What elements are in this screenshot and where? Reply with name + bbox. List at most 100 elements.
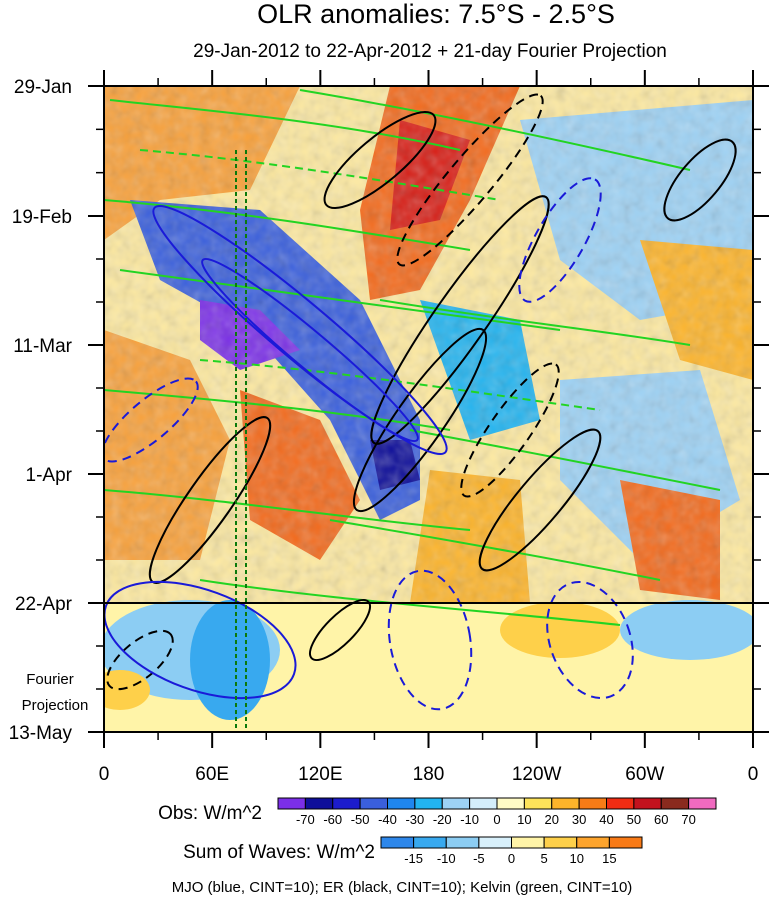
- mjo-contour: [546, 580, 634, 700]
- kelvin-contour: [379, 299, 691, 346]
- kelvin-contour: [329, 519, 661, 581]
- mjo-contours: [104, 177, 634, 711]
- colorbar-box: [608, 836, 643, 849]
- plot-area: [104, 86, 753, 732]
- er-contour: [460, 362, 560, 498]
- chart-subtitle: 29-Jan-2012 to 22-Apr-2012 + 21-day Four…: [193, 41, 667, 62]
- colorbar-box: [445, 836, 480, 849]
- colorbar-box: [359, 797, 388, 810]
- colorbar-level-label: 70: [681, 812, 695, 827]
- colorbar-box: [496, 797, 525, 810]
- colorbar-level-label: 5: [541, 851, 548, 866]
- colorbar-level-label: -15: [404, 851, 423, 866]
- colorbar-level-label: 20: [545, 812, 559, 827]
- colorbar-box: [543, 836, 578, 849]
- colorbar-box: [688, 797, 717, 810]
- mjo-contour: [201, 257, 419, 443]
- colorbar-box: [469, 797, 498, 810]
- colorbar-level-label: 50: [627, 812, 641, 827]
- colorbar-level-label: -5: [473, 851, 485, 866]
- waves-colorbar-boxes: -15 -10 -5 0 5 10 15: [380, 836, 643, 866]
- footnote: MJO (blue, CINT=10); ER (black, CINT=10)…: [172, 879, 633, 896]
- colorbar-level-label: 10: [570, 851, 584, 866]
- er-contour: [106, 629, 174, 691]
- kelvin-contour: [104, 489, 471, 531]
- colorbar-level-label: -30: [405, 812, 424, 827]
- colorbar-level-label: -70: [296, 812, 315, 827]
- mjo-contour: [152, 205, 448, 455]
- er-contour: [370, 195, 550, 445]
- colorbar-box: [551, 797, 580, 810]
- colorbar-level-label: 10: [517, 812, 531, 827]
- er-contour: [663, 138, 737, 222]
- projection-cool-patch: [620, 600, 753, 660]
- waves-colorbar: Sum of Waves: W/m^2 -15 -10 -5 0 5 10 15: [183, 836, 643, 866]
- y-tick-label: 29-Jan: [14, 77, 72, 98]
- colorbar-box: [304, 797, 334, 810]
- colorbar-box: [660, 797, 690, 810]
- er-contour: [323, 110, 437, 210]
- chart-title: OLR anomalies: 7.5°S - 2.5°S: [257, 0, 615, 29]
- colorbar-box: [380, 836, 415, 849]
- projection-label-line-1: Fourier: [26, 671, 74, 688]
- colorbar-box: [441, 797, 471, 810]
- colorbar-box: [523, 797, 553, 810]
- x-tick-label: 0: [99, 764, 110, 785]
- kelvin-contour: [104, 389, 451, 431]
- obs-colorbar-label: Obs: W/m^2: [158, 803, 262, 824]
- colorbar-level-label: -10: [460, 812, 479, 827]
- colorbar-box: [478, 836, 512, 849]
- colorbar-level-label: -60: [323, 812, 342, 827]
- x-tick-label: 0: [748, 764, 759, 785]
- kelvin-contour: [104, 199, 471, 251]
- colorbar-box: [277, 797, 306, 810]
- projection-warm-patch: [104, 670, 150, 710]
- y-tick-label: 19-Feb: [12, 207, 72, 228]
- projection-warm-patch: [500, 602, 620, 658]
- mjo-contour: [104, 580, 297, 700]
- colorbar-level-label: 0: [508, 851, 515, 866]
- x-tick-label: 60E: [195, 764, 229, 785]
- mjo-contour: [518, 177, 602, 303]
- x-tick-label: 60W: [625, 764, 664, 785]
- colorbar-box: [606, 797, 635, 810]
- colorbar-level-label: 60: [654, 812, 668, 827]
- y-tick-label: 1-Apr: [26, 465, 73, 486]
- x-axis: 0 60E 120E 180 120W 60W 0: [99, 70, 759, 785]
- colorbar-box: [576, 836, 610, 849]
- colorbar-box: [414, 797, 443, 810]
- colorbar-box: [633, 797, 662, 810]
- colorbar-level-label: 40: [599, 812, 613, 827]
- kelvin-contour: [409, 429, 721, 491]
- mjo-contour: [104, 377, 199, 463]
- x-tick-label: 180: [413, 764, 445, 785]
- y-tick-label: 11-Mar: [13, 336, 72, 357]
- colorbar-level-label: -10: [437, 851, 456, 866]
- colorbar-box: [578, 797, 607, 810]
- waves-colorbar-label: Sum of Waves: W/m^2: [183, 842, 375, 863]
- er-contour: [352, 327, 488, 513]
- kelvin-contour: [299, 89, 691, 171]
- projection-label-line-2: Projection: [22, 697, 89, 714]
- colorbar-level-label: 30: [572, 812, 586, 827]
- obs-colorbar: Obs: W/m^2 -70 -60 -50 -40 -30 -20 -10 0 10 20 30 4…: [158, 797, 717, 827]
- colorbar-level-label: -40: [378, 812, 397, 827]
- colorbar-box: [387, 797, 416, 810]
- y-tick-label: 13-May: [9, 723, 73, 744]
- x-tick-label: 120E: [298, 764, 342, 785]
- kelvin-contour: [199, 579, 621, 626]
- er-contour: [396, 93, 544, 267]
- kelvin-contour: [119, 269, 561, 331]
- er-contour: [478, 428, 602, 572]
- colorbar-box: [413, 836, 447, 849]
- mjo-contour: [387, 569, 473, 711]
- colorbar-level-label: 15: [602, 851, 616, 866]
- colorbar-level-label: -20: [433, 812, 452, 827]
- y-tick-label: 22-Apr: [15, 594, 73, 615]
- er-contour: [309, 599, 371, 661]
- reference-lines: [235, 150, 247, 732]
- y-axis: 29-Jan 19-Feb 11-Mar 1-Apr 22-Apr 13-May: [9, 77, 769, 744]
- colorbar-level-label: 0: [493, 812, 500, 827]
- kelvin-contour: [139, 149, 501, 201]
